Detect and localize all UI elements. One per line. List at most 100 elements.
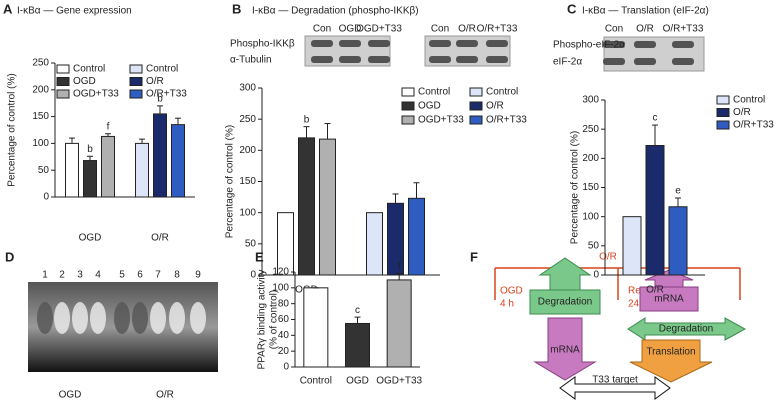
legend-label: OGD (418, 101, 441, 112)
y-axis-label: PPARγ binding activity (257, 270, 268, 370)
legend-swatch (401, 115, 415, 125)
blot-band (456, 40, 478, 47)
box-label: T33 target (592, 375, 638, 386)
blot-column-label: OGD+T33 (356, 24, 402, 35)
y-tick-label: 100 (272, 282, 289, 293)
x-tick-label: Control (300, 376, 332, 387)
legend-label: Control (733, 95, 765, 106)
lane-label: 3 (77, 270, 83, 281)
y-tick-label: 100 (239, 207, 256, 218)
y-tick-label: 300 (239, 83, 256, 94)
blot-column-label: Con (313, 24, 331, 35)
legend-label: O/R+T33 (486, 115, 527, 126)
gel-band (190, 302, 206, 334)
y-tick-label: 0 (250, 270, 256, 281)
legend-swatch (469, 87, 483, 97)
blot-column-label: O/R+T33 (477, 24, 518, 35)
chart-title: I-κBα — Translation (eIF-2α) (582, 6, 709, 17)
legend-swatch (716, 95, 730, 105)
legend-swatch (56, 77, 70, 86)
bar (277, 212, 294, 276)
box (529, 289, 601, 315)
panel-label: B (232, 1, 241, 16)
y-tick-label: 250 (582, 124, 599, 135)
blot-column-label: O/R+T33 (663, 24, 704, 35)
legend-label: Control (486, 87, 518, 98)
arrow-double (559, 376, 671, 400)
arrow-up (538, 257, 592, 291)
lane-label: 9 (195, 270, 201, 281)
legend-swatch (469, 115, 483, 125)
panel-label: A (3, 1, 13, 16)
blot-column-label: OGD (339, 24, 362, 35)
blot-band (339, 40, 361, 47)
legend-label: Control (418, 87, 450, 98)
blot-band (311, 56, 333, 63)
significance-label: c (355, 305, 360, 316)
significance-label: f (107, 121, 110, 132)
panel-label: F (470, 249, 478, 264)
legend-label: O/R+T33 (733, 120, 774, 131)
significance-label: b (157, 94, 163, 105)
blot-band (634, 58, 656, 65)
x-tick-label: OGD (346, 376, 369, 387)
bar (622, 216, 642, 276)
legend-swatch (716, 120, 730, 130)
legend-label: O/R (486, 101, 504, 112)
y-tick-label: 300 (582, 95, 599, 106)
diagram-text: 4 h (500, 299, 514, 310)
box-label: Degradation (659, 324, 713, 335)
blot-row-label: eIF-2α (553, 57, 582, 68)
y-tick-label: 40 (278, 330, 290, 341)
y-tick-label: 250 (32, 58, 49, 69)
legend-swatch (129, 64, 143, 74)
chart-title: I-κBα — Degradation (phospho-IKKβ) (252, 6, 419, 17)
diagram-text: OGD (500, 286, 523, 297)
lane-label: 7 (155, 270, 161, 281)
blot-band (456, 56, 478, 63)
bar (386, 279, 412, 368)
legend-label: Control (146, 64, 178, 75)
bar (135, 142, 149, 198)
bar (645, 145, 665, 276)
blot-column-label: Con (431, 24, 449, 35)
y-tick-label: 0 (593, 270, 599, 281)
y-tick-label: 100 (582, 211, 599, 222)
blot-band (339, 56, 361, 63)
diagram-text: O/R (599, 252, 617, 263)
bar (668, 206, 688, 276)
gel-band (169, 302, 185, 334)
x-tick-label: O/R (646, 285, 664, 296)
lane-label: 4 (95, 270, 101, 281)
y-axis-label: (% of control) (269, 290, 280, 349)
x-tick-label: OGD+T33 (376, 376, 422, 387)
blot-band (311, 40, 333, 47)
legend-label: OGD+T33 (418, 115, 464, 126)
y-tick-label: 50 (245, 238, 257, 249)
bar (303, 287, 329, 368)
legend-swatch (56, 89, 70, 99)
gel-band (90, 302, 106, 334)
box-label: Degradation (538, 297, 592, 308)
blot-band (429, 40, 451, 47)
box-label: mRNA (550, 345, 580, 356)
x-tick-label: O/R (151, 233, 169, 244)
y-tick-label: 200 (582, 153, 599, 164)
bar (387, 202, 404, 276)
y-tick-label: 120 (272, 267, 289, 278)
arrow-double (627, 317, 747, 341)
box (639, 286, 699, 312)
panel-label: E (255, 249, 264, 264)
y-tick-label: 250 (239, 114, 256, 125)
lane-label: 2 (59, 270, 65, 281)
legend-label: O/R (146, 76, 164, 87)
arrow-down (533, 317, 597, 381)
blot-row-label: α-Tubulin (230, 55, 272, 66)
lane-label: 5 (119, 270, 125, 281)
box-label: Translation (646, 347, 695, 358)
bar (298, 137, 315, 276)
significance-label: e (675, 186, 681, 197)
y-tick-label: 0 (283, 362, 289, 373)
blot-band (368, 56, 390, 63)
